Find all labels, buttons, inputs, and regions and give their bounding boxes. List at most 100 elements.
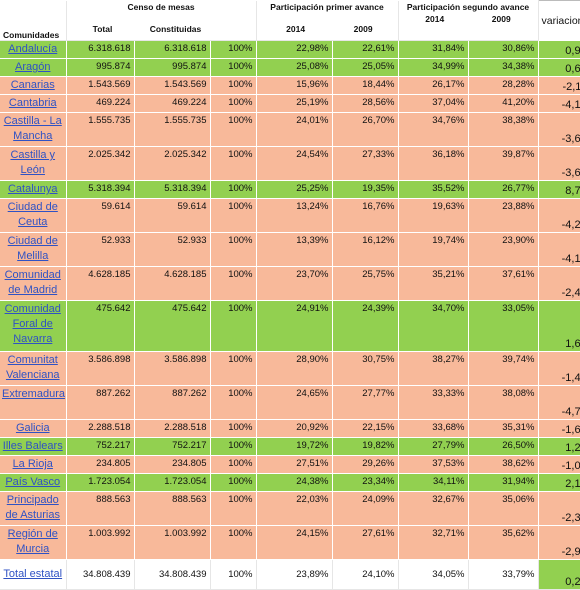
community-link[interactable]: Andalucía xyxy=(8,43,58,55)
constituidas-cell: 34.808.439 xyxy=(134,559,211,590)
pct-cell: 100% xyxy=(210,351,257,386)
variacion-cell: -1,63% xyxy=(538,419,580,438)
community-link[interactable]: Catalunya xyxy=(7,183,58,195)
constituidas-cell: 469.224 xyxy=(134,94,211,113)
primer-2009-cell: 29,26% xyxy=(332,455,399,474)
community-cell: Castilla - La Mancha xyxy=(0,112,67,147)
community-link[interactable]: Ciudad de Melilla xyxy=(7,235,58,262)
table-row: Cantabria 469.224 469.224 100% 25,19% 28,56% 3… xyxy=(0,94,580,113)
community-link[interactable]: Aragón xyxy=(15,61,51,73)
segundo-2009-cell: 35,62% xyxy=(468,525,539,560)
primer-2009-cell: 27,61% xyxy=(332,525,399,560)
total-cell: 1.723.054 xyxy=(66,473,135,492)
community-link[interactable]: País Vasco xyxy=(5,476,61,488)
constituidas-cell: 475.642 xyxy=(134,300,211,352)
community-link[interactable]: Extremadura xyxy=(2,388,65,400)
constituidas-cell: 3.586.898 xyxy=(134,351,211,386)
community-cell: Comunidad de Madrid xyxy=(0,266,67,301)
community-link[interactable]: Total estatal xyxy=(3,568,63,580)
constituidas-cell: 1.003.992 xyxy=(134,525,211,560)
community-link[interactable]: Cantabria xyxy=(8,97,57,109)
segundo-2009-cell: 23,88% xyxy=(468,198,539,233)
table-row: Castilla - La Mancha 1.555.735 1.555.735 10… xyxy=(0,112,580,147)
header-total: Total xyxy=(92,23,113,34)
community-link[interactable]: La Rioja xyxy=(12,458,53,470)
table-row: Ciudad de Melilla 52.933 52.933 100% 13,39% 1… xyxy=(0,232,580,267)
header-primer-2009: 2009 xyxy=(353,23,373,34)
segundo-2014-cell: 38,27% xyxy=(398,351,469,386)
variacion-cell: 1,29% xyxy=(538,437,580,456)
primer-2014-cell: 24,91% xyxy=(256,300,333,352)
segundo-2009-cell: 26,50% xyxy=(468,437,539,456)
pct-cell: 100% xyxy=(210,419,257,438)
table-row: Illes Balears 752.217 752.217 100% 19,72% 19,… xyxy=(0,437,580,456)
total-cell: 1.543.569 xyxy=(66,76,135,95)
table-row: Andalucía 6.318.618 6.318.618 100% 22,98% 22,… xyxy=(0,40,580,59)
primer-2009-cell: 22,15% xyxy=(332,419,399,438)
segundo-2009-cell: 28,28% xyxy=(468,76,539,95)
total-cell: 6.318.618 xyxy=(66,40,135,59)
segundo-2009-cell: 30,86% xyxy=(468,40,539,59)
primer-2014-cell: 13,24% xyxy=(256,198,333,233)
community-link[interactable]: Canarias xyxy=(10,79,55,91)
primer-2009-cell: 25,05% xyxy=(332,58,399,77)
table-row: La Rioja 234.805 234.805 100% 27,51% 29,26% 37… xyxy=(0,455,580,474)
community-link[interactable]: Región de Murcia xyxy=(7,528,58,555)
segundo-2014-cell: 19,74% xyxy=(398,232,469,267)
segundo-2014-cell: 26,17% xyxy=(398,76,469,95)
variacion-cell: 0,61% xyxy=(538,58,580,77)
primer-2009-cell: 30,75% xyxy=(332,351,399,386)
primer-2009-cell: 24,39% xyxy=(332,300,399,352)
primer-2009-cell: 27,33% xyxy=(332,146,399,181)
community-cell: Galicia xyxy=(0,419,67,438)
primer-2014-cell: 13,39% xyxy=(256,232,333,267)
community-link[interactable]: Comunidad de Madrid xyxy=(4,269,61,296)
pct-cell: 100% xyxy=(210,112,257,147)
segundo-2009-cell: 38,08% xyxy=(468,385,539,420)
community-link[interactable]: Castilla y León xyxy=(10,149,56,176)
constituidas-cell: 888.563 xyxy=(134,491,211,526)
constituidas-cell: 2.025.342 xyxy=(134,146,211,181)
total-cell: 475.642 xyxy=(66,300,135,352)
constituidas-cell: 5.318.394 xyxy=(134,180,211,199)
primer-2014-cell: 23,89% xyxy=(256,559,333,590)
community-cell: País Vasco xyxy=(0,473,67,492)
primer-2014-cell: 25,08% xyxy=(256,58,333,77)
segundo-2014-cell: 19,63% xyxy=(398,198,469,233)
header-segundo-2014: 2014 xyxy=(425,13,445,24)
segundo-2014-cell: 35,52% xyxy=(398,180,469,199)
community-link[interactable]: Comunidad Foral de Navarra xyxy=(4,303,61,345)
segundo-2009-cell: 38,38% xyxy=(468,112,539,147)
community-link[interactable]: Principado de Asturias xyxy=(5,494,60,521)
community-link[interactable]: Castilla - La Mancha xyxy=(3,115,62,142)
primer-2014-cell: 25,19% xyxy=(256,94,333,113)
community-cell: Extremadura xyxy=(0,385,67,420)
table-row: Aragón 995.874 995.874 100% 25,08% 25,05% 34,9… xyxy=(0,58,580,77)
community-link[interactable]: Comunitat Valenciana xyxy=(5,354,60,381)
segundo-2009-cell: 26,77% xyxy=(468,180,539,199)
primer-2009-cell: 19,35% xyxy=(332,180,399,199)
community-link[interactable]: Galicia xyxy=(15,422,50,434)
pct-cell: 100% xyxy=(210,146,257,181)
variacion-cell: -2,40% xyxy=(538,266,580,301)
segundo-2014-cell: 27,79% xyxy=(398,437,469,456)
primer-2014-cell: 24,54% xyxy=(256,146,333,181)
segundo-2009-cell: 35,06% xyxy=(468,491,539,526)
variacion-cell: -2,11% xyxy=(538,76,580,95)
header-segundo-avance: Participación segundo avance 2014 2009 xyxy=(398,0,539,41)
variacion-cell: -4,16% xyxy=(538,232,580,267)
pct-cell: 100% xyxy=(210,232,257,267)
constituidas-cell: 4.628.185 xyxy=(134,266,211,301)
primer-2014-cell: 24,38% xyxy=(256,473,333,492)
table-row: País Vasco 1.723.054 1.723.054 100% 24,38% 23… xyxy=(0,473,580,492)
community-link[interactable]: Illes Balears xyxy=(2,440,63,452)
table-row: Comunidad Foral de Navarra 475.642 475.642… xyxy=(0,300,580,352)
table-row: Ciudad de Ceuta 59.614 59.614 100% 13,24% 16,… xyxy=(0,198,580,233)
variacion-cell: -4,16% xyxy=(538,94,580,113)
table-row: Región de Murcia 1.003.992 1.003.992 100% 24… xyxy=(0,525,580,560)
community-link[interactable]: Ciudad de Ceuta xyxy=(7,201,58,228)
primer-2009-cell: 24,10% xyxy=(332,559,399,590)
total-cell: 234.805 xyxy=(66,455,135,474)
total-cell: 1.003.992 xyxy=(66,525,135,560)
